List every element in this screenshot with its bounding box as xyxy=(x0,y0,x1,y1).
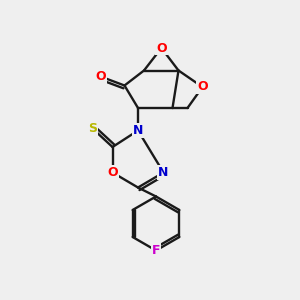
Text: N: N xyxy=(133,124,143,137)
Text: O: O xyxy=(197,80,208,94)
Text: F: F xyxy=(152,244,160,257)
Text: O: O xyxy=(95,70,106,83)
Text: O: O xyxy=(156,41,167,55)
Text: S: S xyxy=(88,122,98,136)
Text: O: O xyxy=(107,166,118,179)
Text: N: N xyxy=(158,166,169,179)
